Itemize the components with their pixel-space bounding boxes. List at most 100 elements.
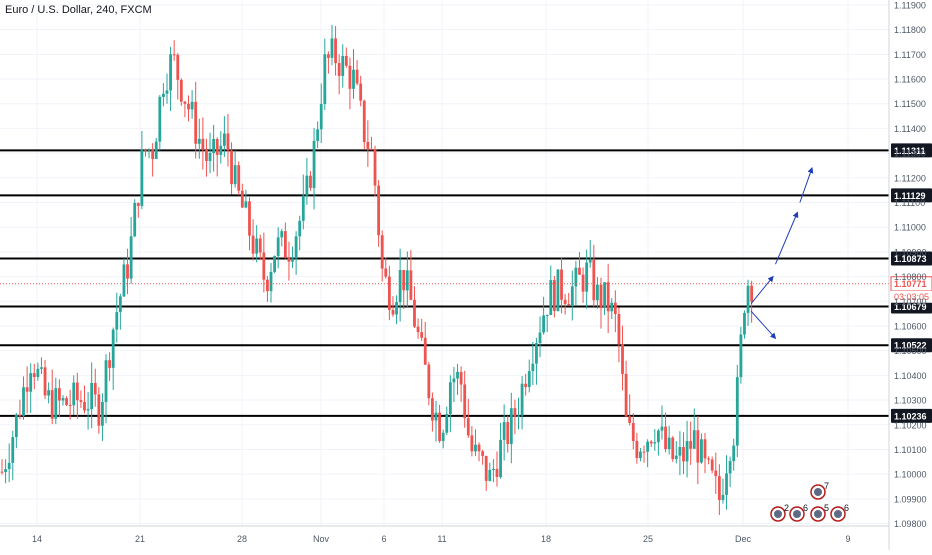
candle-body <box>18 414 22 416</box>
candle-body <box>495 468 499 477</box>
candle-body <box>212 138 216 154</box>
candle-body <box>233 165 237 185</box>
candle-body <box>126 264 129 279</box>
candle-body <box>656 430 660 443</box>
candle-body <box>402 270 406 291</box>
candle-body <box>140 149 144 206</box>
candle-body <box>438 412 441 442</box>
current-price-label: 1.10771 <box>894 279 927 289</box>
candle-body <box>717 476 721 500</box>
candle-body <box>459 371 463 385</box>
x-tick-label: 18 <box>541 534 551 544</box>
candle-body <box>527 371 531 388</box>
projection-arrow <box>775 211 799 265</box>
candle-body <box>205 149 208 162</box>
candle-body <box>136 202 140 206</box>
candle-body <box>427 364 431 399</box>
candle-body <box>86 409 90 411</box>
candle-body <box>47 390 51 396</box>
candle-body <box>366 142 370 149</box>
level-label: 1.10679 <box>894 302 927 312</box>
candle-body <box>441 432 445 442</box>
x-tick-label: 11 <box>437 534 446 544</box>
candle-body <box>750 285 754 302</box>
candle-body <box>574 267 578 287</box>
candle-body <box>646 441 650 452</box>
candle-body <box>22 387 25 416</box>
candle-body <box>129 236 133 279</box>
candle-body <box>470 435 474 452</box>
event-dot-icon <box>774 510 782 518</box>
y-tick-label: 1.10200 <box>894 420 927 430</box>
candle-body <box>352 69 355 89</box>
candle-body <box>420 332 424 338</box>
candle-body <box>664 426 667 450</box>
candle-body <box>90 382 94 410</box>
candle-body <box>101 402 104 426</box>
candle-body <box>68 404 72 406</box>
candle-body <box>739 334 743 378</box>
candle-body <box>678 446 682 456</box>
candle-body <box>40 367 43 369</box>
level-label: 1.11311 <box>894 146 926 156</box>
candle-body <box>567 303 571 306</box>
candle-body <box>456 371 459 379</box>
event-dot-icon <box>834 510 842 518</box>
candle-body <box>488 469 492 481</box>
level-label: 1.10522 <box>894 341 927 351</box>
axes <box>0 0 890 550</box>
candle-body <box>190 101 194 110</box>
projection-arrows[interactable] <box>750 166 814 340</box>
y-tick-label: 1.11500 <box>894 99 926 109</box>
level-tag <box>891 143 932 158</box>
chart-title: Euro / U.S. Dollar, 240, FXCM <box>5 4 152 16</box>
candle-body <box>133 202 137 237</box>
candle-body <box>108 360 112 368</box>
candle-body <box>158 96 162 142</box>
y-tick-label: 1.10600 <box>894 321 927 331</box>
candle-body <box>391 309 395 315</box>
candle-body <box>542 315 546 333</box>
candle-body <box>262 252 266 280</box>
candle-body <box>685 441 689 462</box>
candle-body <box>610 302 614 312</box>
candle-body <box>122 264 126 297</box>
candle-body <box>728 461 732 474</box>
candle-body <box>79 400 83 403</box>
candle-body <box>323 54 327 104</box>
candle-body <box>280 231 284 238</box>
candle-body <box>4 469 7 473</box>
candle-body <box>43 367 47 396</box>
x-tick-label: Nov <box>313 534 330 544</box>
candle-body <box>269 271 273 292</box>
candle-body <box>431 398 434 421</box>
candle-body <box>115 312 119 330</box>
candle-body <box>309 175 312 188</box>
candle-body <box>65 398 68 405</box>
candle-body <box>746 285 750 313</box>
axis-labels: 1.11900 1.11800 1.11700 1.11600 1.11500 1.114… <box>32 0 927 544</box>
candle-body <box>635 440 639 459</box>
candle-body <box>219 145 223 155</box>
candle-body <box>330 38 334 58</box>
candle-body <box>735 377 739 446</box>
candle-body <box>491 468 495 470</box>
grid <box>0 0 889 526</box>
economic-events[interactable]: 2 6 7 5 6 <box>770 481 849 522</box>
projection-arrow <box>750 275 774 305</box>
candle-body <box>445 414 449 433</box>
y-tick-label: 1.10300 <box>894 396 927 406</box>
candle-body <box>477 444 481 452</box>
candle-body <box>154 141 158 159</box>
candle-body <box>474 444 477 452</box>
candle-body <box>682 446 685 462</box>
candle-body <box>291 258 294 262</box>
candle-body <box>319 103 323 130</box>
candle-body <box>118 296 122 313</box>
candle-body <box>151 149 155 159</box>
candle-body <box>538 332 542 344</box>
event-count: 6 <box>844 503 849 513</box>
candle-body <box>344 55 348 66</box>
